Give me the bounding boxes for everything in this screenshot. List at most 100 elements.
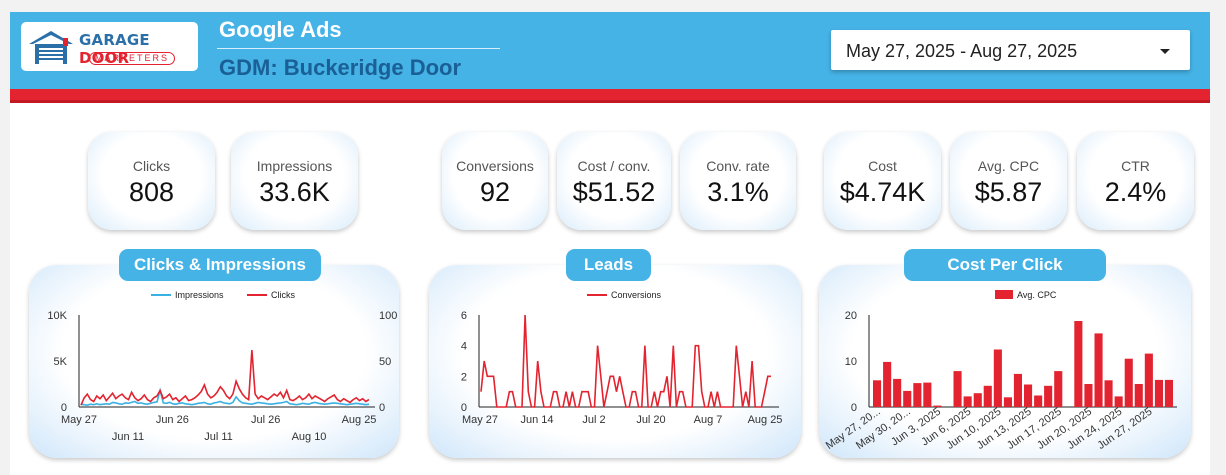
y-tick-label: 0 <box>461 402 467 414</box>
cpc-bar <box>983 385 992 407</box>
kpi-conversion-rate[interactable]: Conv. rate 3.1% <box>680 132 796 230</box>
kpi-value: 92 <box>479 177 511 207</box>
cpc-bar <box>1003 397 1012 407</box>
cpc-bar <box>1114 396 1123 407</box>
y-right-tick-label: 50 <box>379 356 391 368</box>
legend-label: Impressions <box>175 290 224 300</box>
legend-swatch <box>995 290 1013 299</box>
x-tick-label: Jun 11 <box>112 431 144 443</box>
series-line-clicks <box>80 349 370 406</box>
chart-title-leads: Leads <box>566 249 651 281</box>
kpi-value: 2.4% <box>1104 177 1167 207</box>
series-line-conversions <box>480 314 771 408</box>
chart-title-cost-per-click: Cost Per Click <box>904 249 1106 281</box>
chart-card-clicks-impressions: Impressions Clicks 0 5K 10K 0 50 100 May 27 Jun 2… <box>29 265 399 458</box>
logo-tagline: MARKETERS <box>89 52 176 65</box>
page-subtitle: GDM: Buckeridge Door <box>219 55 462 80</box>
cpc-bar <box>873 380 882 407</box>
cpc-bar <box>903 390 912 407</box>
cpc-bar <box>883 361 892 407</box>
x-tick-label: Jun 26 <box>156 414 189 426</box>
leads-chart[interactable]: Conversions 0 2 4 6 May 27 Jun 14 Jul 2 Jul 20 Au… <box>429 265 801 458</box>
kpi-label: Impressions <box>256 158 333 174</box>
y-tick-label: 4 <box>461 341 467 353</box>
dashboard-frame: GARAGE DOOR MARKETERS Google Ads GDM: Bu… <box>10 12 1210 475</box>
kpi-value: 808 <box>128 177 175 207</box>
cpc-bar <box>1013 373 1022 407</box>
cpc-bar <box>1024 384 1033 407</box>
cpc-bar <box>1104 380 1113 407</box>
chevron-down-icon <box>1160 49 1170 54</box>
cpc-bar <box>1094 333 1103 407</box>
y-left-tick-label: 0 <box>61 402 67 414</box>
cpc-bar <box>1034 395 1043 407</box>
clicks-impressions-chart[interactable]: Impressions Clicks 0 5K 10K 0 50 100 May 27 Jun 2… <box>29 265 399 458</box>
cpc-bar <box>923 382 932 407</box>
kpi-value: 33.6K <box>259 177 330 207</box>
y-tick-label: 6 <box>461 310 467 322</box>
x-tick-label: Jul 20 <box>636 414 665 426</box>
cpc-bar <box>1134 384 1143 407</box>
x-tick-label: Aug 7 <box>694 414 723 426</box>
date-range-picker[interactable]: May 27, 2025 - Aug 27, 2025 <box>831 30 1190 70</box>
kpi-avg-cpc[interactable]: Avg. CPC $5.87 <box>950 132 1067 230</box>
title-divider <box>217 48 500 49</box>
kpi-label: Conv. rate <box>706 158 770 174</box>
kpi-conversions[interactable]: Conversions 92 <box>442 132 548 230</box>
kpi-label: Cost / conv. <box>577 158 651 174</box>
kpi-clicks[interactable]: Clicks 808 <box>88 132 215 230</box>
kpi-impressions[interactable]: Impressions 33.6K <box>231 132 358 230</box>
x-tick-label: Jul 2 <box>582 414 605 426</box>
kpi-label: Cost <box>868 158 897 174</box>
cpc-bar <box>913 383 922 407</box>
kpi-value: $5.87 <box>974 177 1043 207</box>
kpi-label: CTR <box>1121 158 1150 174</box>
cpc-bar <box>1144 353 1153 407</box>
y-tick-label: 2 <box>461 371 467 383</box>
x-tick-label: Jul 11 <box>204 431 233 443</box>
kpi-ctr[interactable]: CTR 2.4% <box>1077 132 1194 230</box>
x-tick-label: Aug 25 <box>342 414 377 426</box>
y-left-tick-label: 5K <box>54 356 68 368</box>
header-bar: GARAGE DOOR MARKETERS Google Ads GDM: Bu… <box>10 12 1210 89</box>
chart-card-leads: Conversions 0 2 4 6 May 27 Jun 14 Jul 2 Jul 20 Au… <box>429 265 801 458</box>
cpc-bar <box>933 405 942 407</box>
garage-house-icon <box>29 31 73 64</box>
series-line-impressions <box>80 387 370 407</box>
kpi-label: Clicks <box>132 158 171 174</box>
y-tick-label: 0 <box>851 402 857 414</box>
x-tick-label: Aug 10 <box>292 431 327 443</box>
cpc-bar <box>1124 358 1133 407</box>
cpc-bar <box>1044 385 1053 407</box>
kpi-value: 3.1% <box>707 177 769 207</box>
kpi-value: $51.52 <box>572 177 656 207</box>
legend-label: Conversions <box>611 290 662 300</box>
cpc-bar <box>1074 321 1083 407</box>
y-tick-label: 20 <box>845 310 857 322</box>
cpc-bar <box>963 396 972 407</box>
cpc-bar <box>1084 384 1093 407</box>
chart-card-cost-per-click: Avg. CPC 0 10 20 May 27, 20... May 30, 20... J… <box>819 265 1191 458</box>
kpi-value: $4.74K <box>839 177 926 207</box>
company-logo[interactable]: GARAGE DOOR MARKETERS <box>21 22 198 71</box>
kpi-label: Conversions <box>456 158 534 174</box>
x-tick-label: Aug 25 <box>748 414 783 426</box>
cpc-bar <box>893 378 902 407</box>
legend-label: Clicks <box>271 290 295 300</box>
kpi-cost[interactable]: Cost $4.74K <box>824 132 941 230</box>
accent-stripe <box>10 89 1210 103</box>
cpc-bar <box>953 371 962 407</box>
kpi-cost-per-conversion[interactable]: Cost / conv. $51.52 <box>557 132 671 230</box>
y-left-tick-label: 10K <box>47 310 67 322</box>
legend-label: Avg. CPC <box>1017 290 1057 300</box>
kpi-label: Avg. CPC <box>977 158 1040 174</box>
x-tick-label: May 27 <box>462 414 498 426</box>
cpc-bar <box>993 349 1002 407</box>
cpc-bar <box>1164 379 1173 407</box>
cpc-bar <box>1054 371 1063 407</box>
x-tick-label: May 27 <box>61 414 97 426</box>
page-title: Google Ads <box>219 17 342 42</box>
y-right-tick-label: 100 <box>379 310 397 322</box>
cpc-bar <box>1154 379 1163 407</box>
